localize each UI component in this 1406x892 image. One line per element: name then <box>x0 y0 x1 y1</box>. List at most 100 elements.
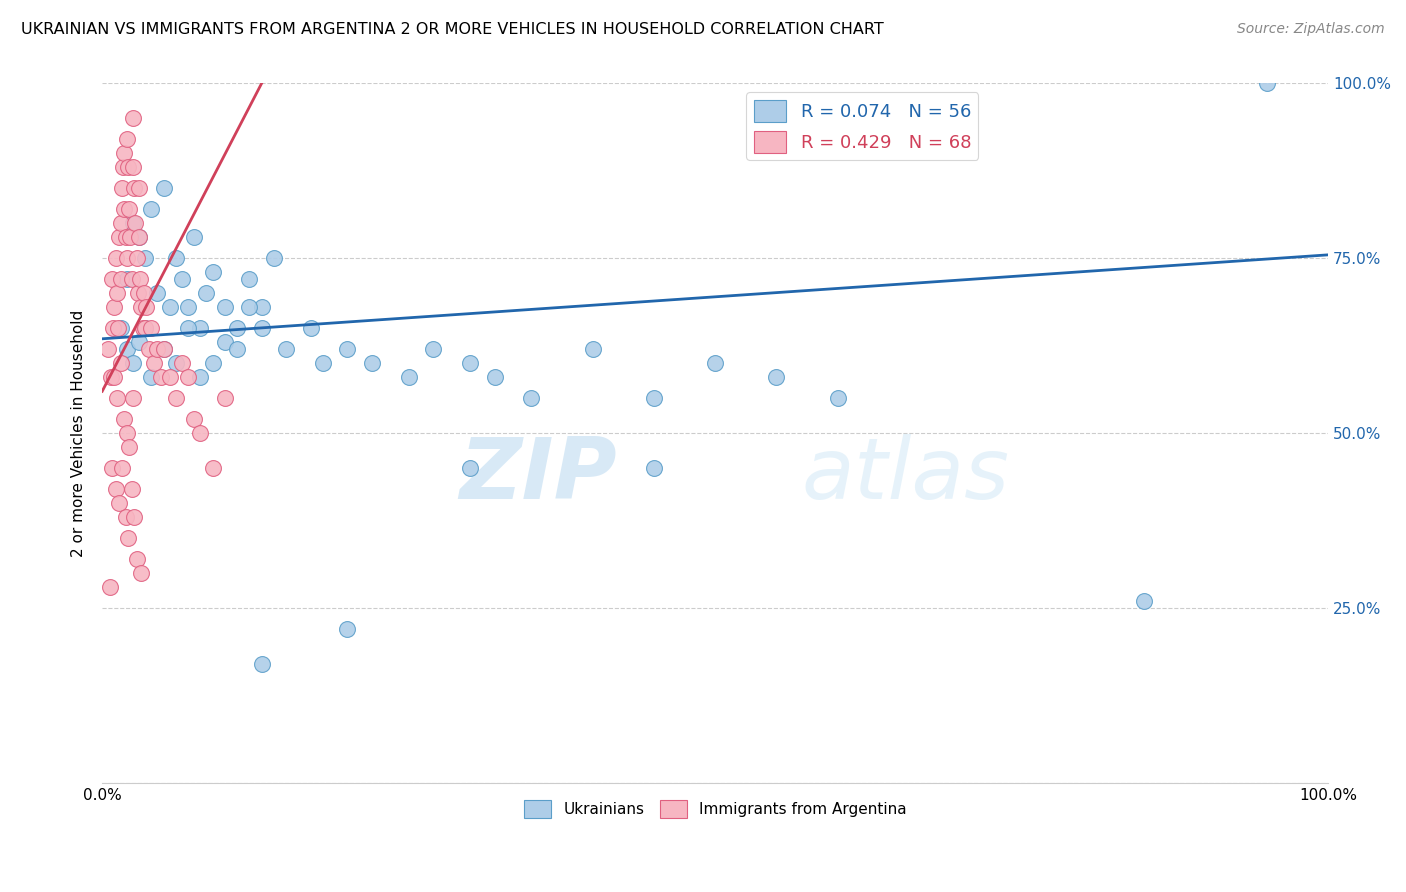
Point <box>704 356 727 370</box>
Point <box>520 391 543 405</box>
Point <box>121 112 143 126</box>
Point <box>398 370 420 384</box>
Point <box>101 461 124 475</box>
Point <box>128 230 150 244</box>
Point <box>238 272 260 286</box>
Point <box>250 657 273 672</box>
Point <box>112 412 135 426</box>
Point <box>134 321 156 335</box>
Point <box>1256 77 1278 91</box>
Point <box>142 356 165 370</box>
Point <box>214 335 236 350</box>
Point <box>132 286 155 301</box>
Point <box>201 461 224 475</box>
Point <box>128 335 150 350</box>
Point <box>250 321 273 335</box>
Point <box>115 343 138 357</box>
Point <box>165 391 187 405</box>
Point <box>131 321 153 335</box>
Point <box>138 343 160 357</box>
Point <box>115 252 138 266</box>
Point <box>103 370 125 384</box>
Point <box>122 510 145 524</box>
Point <box>165 356 187 370</box>
Point <box>118 202 141 217</box>
Point <box>188 426 211 441</box>
Point <box>177 321 200 335</box>
Point <box>643 461 665 475</box>
Point <box>134 252 156 266</box>
Point <box>299 321 322 335</box>
Point <box>141 202 163 217</box>
Point <box>458 461 481 475</box>
Point <box>110 356 132 370</box>
Point <box>458 356 481 370</box>
Point <box>250 301 273 315</box>
Point <box>124 216 146 230</box>
Point <box>118 440 141 454</box>
Point <box>183 230 205 244</box>
Point <box>101 272 124 286</box>
Point <box>128 230 150 244</box>
Point <box>105 391 128 405</box>
Point <box>131 301 153 315</box>
Point <box>765 370 787 384</box>
Point <box>103 301 125 315</box>
Point <box>108 230 131 244</box>
Point <box>117 161 139 175</box>
Point <box>484 370 506 384</box>
Point <box>125 552 148 566</box>
Point <box>121 482 143 496</box>
Point <box>226 321 249 335</box>
Point <box>129 272 152 286</box>
Point <box>112 161 135 175</box>
Point <box>115 132 138 146</box>
Point <box>117 531 139 545</box>
Point <box>112 202 135 217</box>
Point <box>141 321 163 335</box>
Point <box>134 321 156 335</box>
Text: ZIP: ZIP <box>460 434 617 516</box>
Point <box>110 272 132 286</box>
Point <box>131 566 153 581</box>
Point <box>422 343 444 357</box>
Point <box>195 286 218 301</box>
Point <box>183 412 205 426</box>
Point <box>361 356 384 370</box>
Point <box>581 343 603 357</box>
Point <box>214 301 236 315</box>
Point <box>263 252 285 266</box>
Point <box>122 181 145 195</box>
Point <box>336 343 359 357</box>
Point <box>177 370 200 384</box>
Point <box>115 426 138 441</box>
Point <box>121 272 143 286</box>
Text: UKRAINIAN VS IMMIGRANTS FROM ARGENTINA 2 OR MORE VEHICLES IN HOUSEHOLD CORRELATI: UKRAINIAN VS IMMIGRANTS FROM ARGENTINA 2… <box>21 22 884 37</box>
Point <box>238 301 260 315</box>
Point <box>150 370 173 384</box>
Point <box>135 301 157 315</box>
Point <box>146 343 169 357</box>
Point <box>274 343 297 357</box>
Point <box>110 321 132 335</box>
Point <box>114 510 136 524</box>
Point <box>112 146 135 161</box>
Point <box>226 343 249 357</box>
Point <box>108 496 131 510</box>
Point <box>121 161 143 175</box>
Point <box>125 252 148 266</box>
Point <box>104 252 127 266</box>
Text: atlas: atlas <box>801 434 1010 516</box>
Point <box>312 356 335 370</box>
Text: Source: ZipAtlas.com: Source: ZipAtlas.com <box>1237 22 1385 37</box>
Point <box>336 622 359 636</box>
Point <box>201 265 224 279</box>
Point <box>98 580 121 594</box>
Point <box>201 356 224 370</box>
Point <box>110 216 132 230</box>
Point <box>152 343 174 357</box>
Point <box>152 181 174 195</box>
Y-axis label: 2 or more Vehicles in Household: 2 or more Vehicles in Household <box>72 310 86 557</box>
Point <box>159 301 181 315</box>
Point <box>114 230 136 244</box>
